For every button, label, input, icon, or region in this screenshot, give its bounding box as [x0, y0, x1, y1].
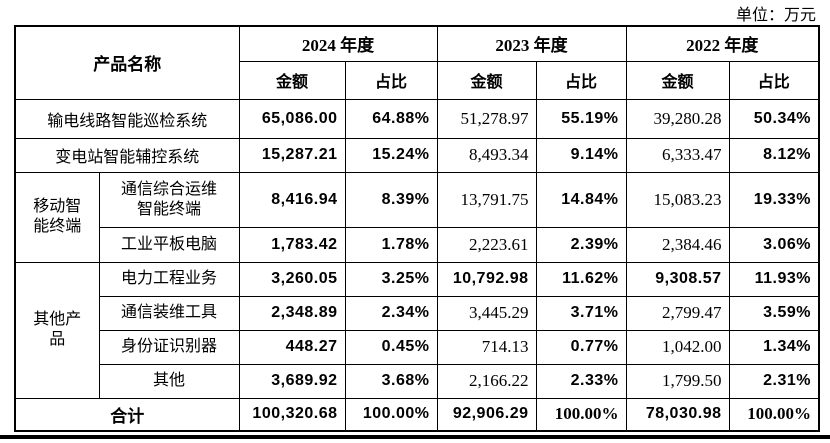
product-name-cell: 通信综合运维智能终端	[98, 171, 240, 228]
table-row: 工业平板电脑 1,783.42 1.78% 2,223.61 2.39% 2,384.46…	[15, 226, 820, 263]
amount-cell: 6,333.47	[625, 137, 730, 173]
page-divider-rule	[0, 435, 830, 439]
total-row: 合计 100,320.68 100.00% 92,906.29 100.00% 78,03…	[14, 397, 820, 432]
amount-cell: 2,348.89	[238, 295, 346, 331]
ratio-cell: 8.39%	[344, 171, 438, 228]
ratio-cell: 64.88%	[344, 98, 438, 139]
amount-cell: 2,384.46	[625, 226, 730, 263]
total-ratio-cell: 100.00%	[535, 397, 627, 432]
amount-cell: 448.27	[238, 329, 346, 365]
amount-cell: 51,278.97	[436, 98, 537, 139]
ratio-header-2024: 占比	[344, 60, 438, 100]
ratio-cell: 8.12%	[728, 137, 820, 173]
amount-cell: 1,783.42	[238, 226, 346, 263]
amount-cell: 714.13	[436, 329, 537, 365]
amount-cell: 15,083.23	[625, 171, 730, 228]
ratio-cell: 19.33%	[728, 171, 820, 228]
product-name-cell: 变电站智能辅控系统	[14, 137, 240, 173]
ratio-cell: 2.33%	[535, 363, 627, 399]
revenue-by-product-table: 产品名称 2024 年度 2023 年度 2022 年度 金额 占比 金额 占比…	[14, 25, 820, 432]
amount-header-2022: 金额	[625, 60, 730, 100]
amount-cell: 8,493.34	[436, 137, 537, 173]
amount-cell: 13,791.75	[436, 171, 537, 228]
product-name-cell: 通信装维工具	[98, 295, 240, 331]
table-row: 输电线路智能巡检系统 65,086.00 64.88% 51,278.97 55.19%…	[14, 98, 820, 139]
amount-cell: 15,287.21	[238, 137, 346, 173]
amount-header-2023: 金额	[436, 60, 537, 100]
amount-cell: 2,166.22	[436, 363, 537, 399]
total-ratio-cell: 100.00%	[728, 397, 820, 432]
amount-cell: 1,799.50	[625, 363, 730, 399]
ratio-header-2023: 占比	[535, 60, 627, 100]
table-row: 通信装维工具 2,348.89 2.34% 3,445.29 3.71% 2,799.47…	[15, 295, 820, 331]
amount-cell: 2,799.47	[625, 295, 730, 331]
amount-cell: 65,086.00	[238, 98, 346, 139]
table-row: 变电站智能辅控系统 15,287.21 15.24% 8,493.34 9.14% 6,3…	[14, 137, 820, 173]
ratio-cell: 3.68%	[344, 363, 438, 399]
total-amount-cell: 78,030.98	[625, 397, 730, 432]
ratio-cell: 0.77%	[535, 329, 627, 365]
ratio-cell: 9.14%	[535, 137, 627, 173]
ratio-cell: 2.34%	[344, 295, 438, 331]
total-label-cell: 合计	[14, 397, 240, 432]
amount-cell: 10,792.98	[436, 261, 537, 297]
ratio-cell: 3.25%	[344, 261, 438, 297]
product-name-cell: 输电线路智能巡检系统	[14, 98, 240, 139]
ratio-cell: 11.62%	[535, 261, 627, 297]
year-header-2023: 2023 年度	[436, 25, 627, 62]
amount-cell: 9,308.57	[625, 261, 730, 297]
product-name-cell: 其他	[98, 363, 240, 399]
ratio-cell: 50.34%	[728, 98, 820, 139]
total-amount-cell: 100,320.68	[238, 397, 346, 432]
product-name-header: 产品名称	[14, 25, 240, 100]
product-group-cell: 移动智能终端	[14, 171, 100, 263]
ratio-cell: 55.19%	[535, 98, 627, 139]
ratio-cell: 2.39%	[535, 226, 627, 263]
product-group-cell: 其他产品	[14, 261, 100, 399]
product-name-cell: 电力工程业务	[98, 261, 240, 297]
total-ratio-cell: 100.00%	[344, 397, 438, 432]
amount-cell: 3,260.05	[238, 261, 346, 297]
unit-label: 单位：万元	[735, 7, 816, 24]
ratio-cell: 15.24%	[344, 137, 438, 173]
ratio-cell: 11.93%	[728, 261, 820, 297]
ratio-cell: 2.31%	[728, 363, 820, 399]
amount-header-2024: 金额	[238, 60, 346, 100]
ratio-header-2022: 占比	[728, 60, 820, 100]
ratio-cell: 3.59%	[728, 295, 820, 331]
amount-cell: 3,689.92	[238, 363, 346, 399]
ratio-cell: 1.34%	[728, 329, 820, 365]
amount-cell: 39,280.28	[625, 98, 730, 139]
ratio-cell: 1.78%	[344, 226, 438, 263]
table-row: 其他 3,689.92 3.68% 2,166.22 2.33% 1,799.50 2.31…	[15, 363, 820, 399]
amount-cell: 2,223.61	[436, 226, 537, 263]
product-name-cell: 身份证识别器	[98, 329, 240, 365]
amount-cell: 8,416.94	[238, 171, 346, 228]
amount-cell: 1,042.00	[625, 329, 730, 365]
year-header-2022: 2022 年度	[625, 25, 820, 62]
product-name-cell: 工业平板电脑	[98, 226, 240, 263]
table-row: 其他产品 电力工程业务 3,260.05 3.25% 10,792.98 11.62% 9,…	[14, 261, 820, 399]
ratio-cell: 14.84%	[535, 171, 627, 228]
table-row: 移动智能终端 通信综合运维智能终端 8,416.94 8.39% 13,791.75 14…	[14, 171, 820, 263]
ratio-cell: 3.71%	[535, 295, 627, 331]
amount-cell: 3,445.29	[436, 295, 537, 331]
total-amount-cell: 92,906.29	[436, 397, 537, 432]
ratio-cell: 0.45%	[344, 329, 438, 365]
year-header-2024: 2024 年度	[238, 25, 438, 62]
table-header: 产品名称 2024 年度 2023 年度 2022 年度 金额 占比 金额 占比…	[14, 25, 820, 100]
table-row: 身份证识别器 448.27 0.45% 714.13 0.77% 1,042.00 1.34…	[15, 329, 820, 365]
ratio-cell: 3.06%	[728, 226, 820, 263]
table-body: 输电线路智能巡检系统 65,086.00 64.88% 51,278.97 55.19%…	[14, 98, 820, 432]
